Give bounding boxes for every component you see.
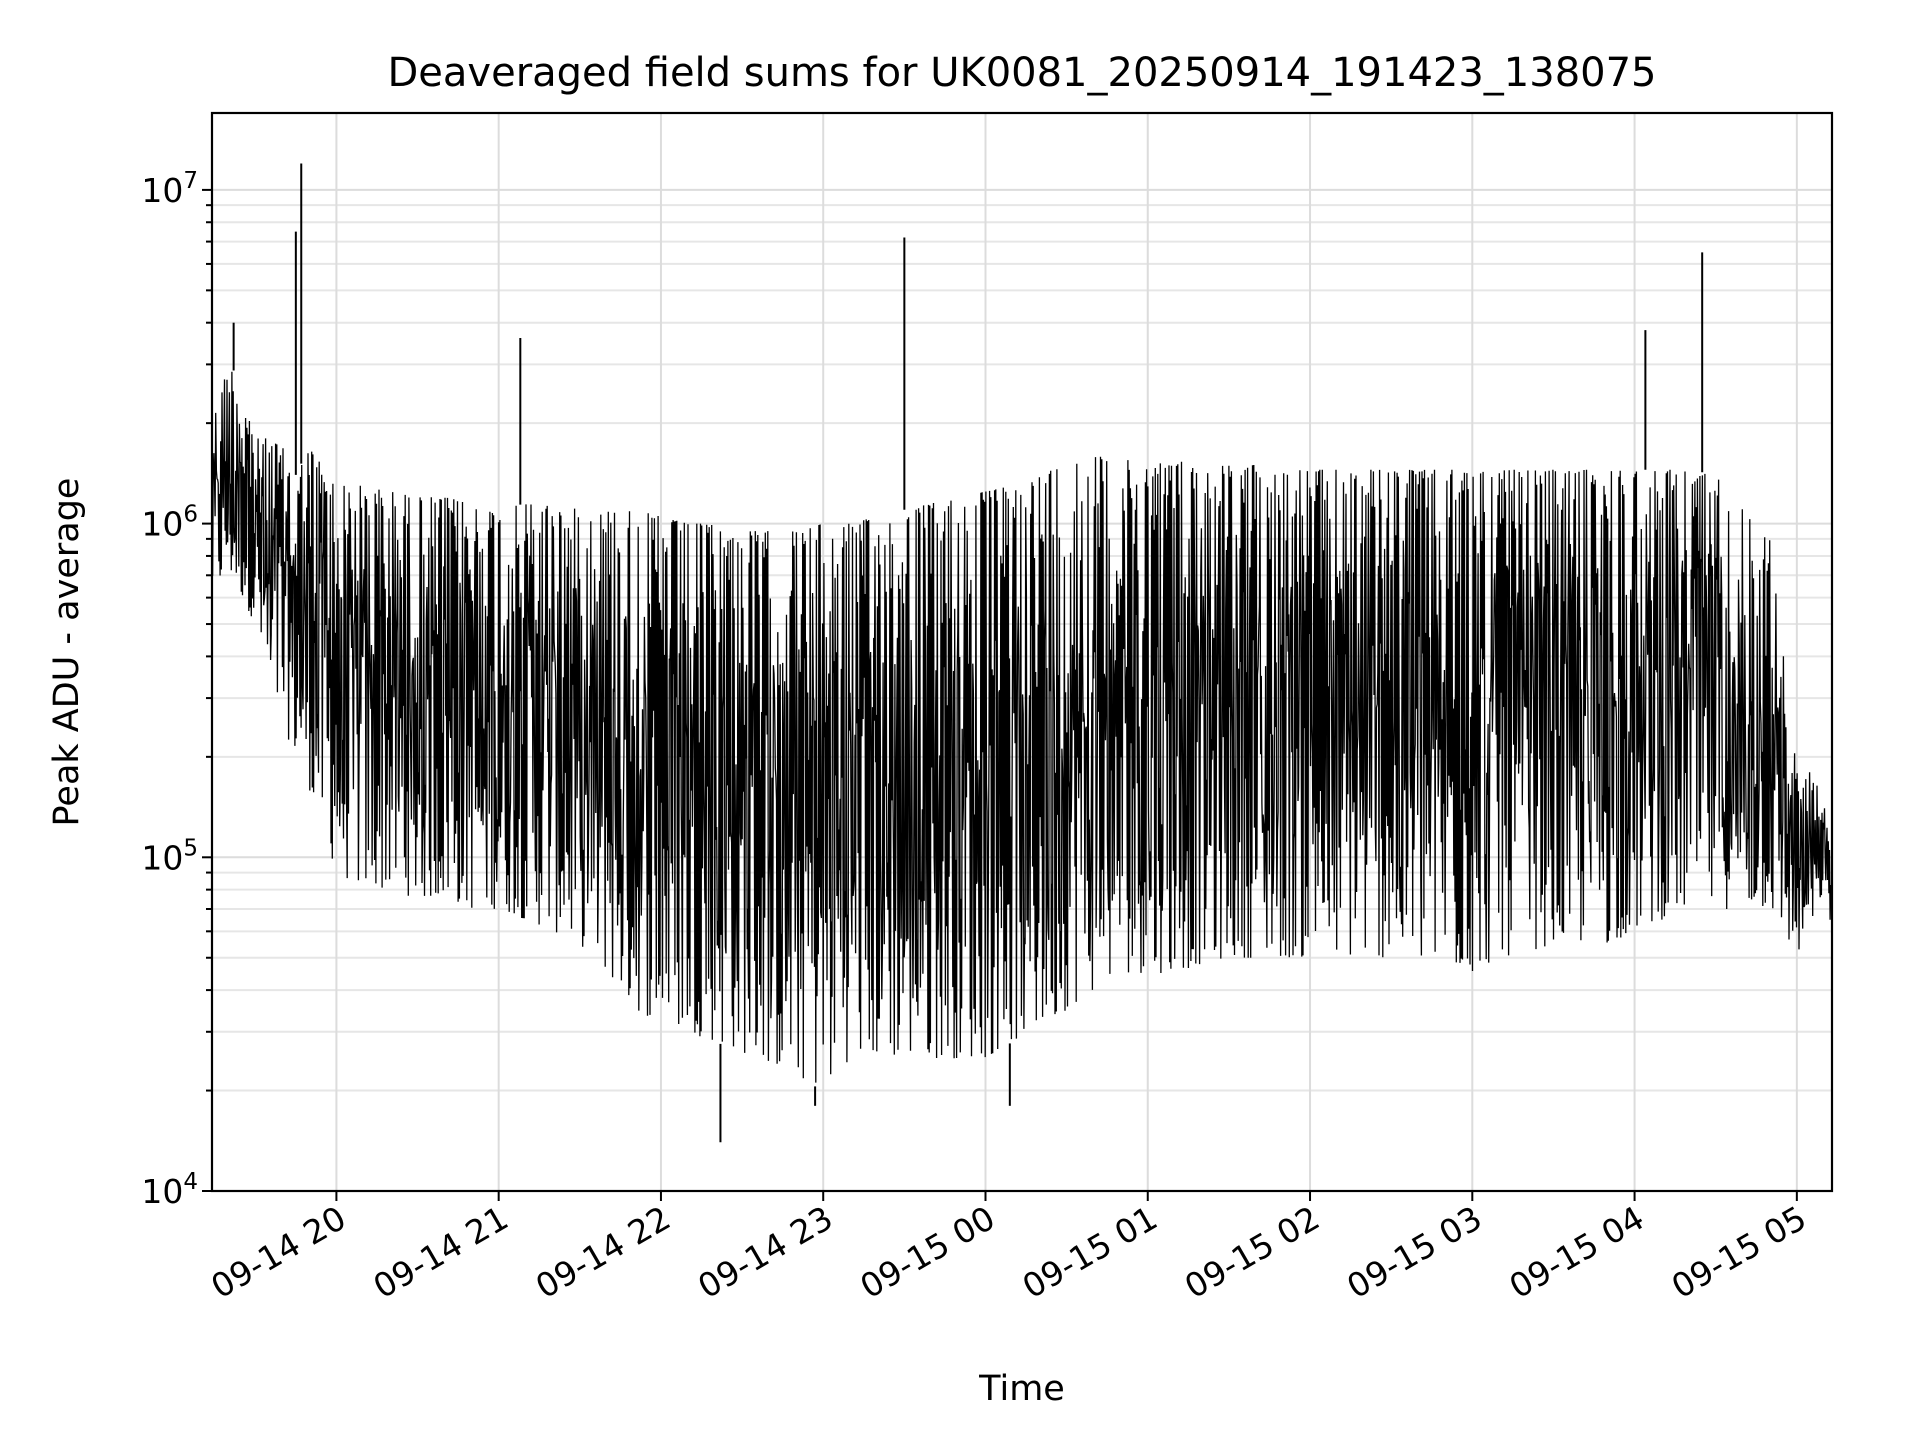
series-line — [211, 371, 1833, 1083]
data-series — [211, 163, 1833, 1143]
plot-frame — [210, 111, 1834, 1193]
x-tick-label: 09-15 02 — [1178, 1198, 1326, 1306]
chart-title: Deaveraged field sums for UK0081_2025091… — [387, 50, 1656, 96]
y-axis-label: Peak ADU - average — [47, 478, 87, 827]
x-axis: 09-14 20 09-14 21 09-14 22 09-14 23 09-15 00… — [204, 1191, 1813, 1306]
x-tick-label: 09-14 23 — [691, 1198, 839, 1306]
y-tick-label: 106 — [141, 502, 198, 544]
x-tick-label: 09-14 21 — [367, 1198, 515, 1306]
y-tick-label: 107 — [141, 168, 198, 210]
y-axis: 104 105 106 107 — [141, 168, 212, 1211]
x-tick-label: 09-15 03 — [1340, 1198, 1488, 1306]
x-tick-label: 09-15 00 — [853, 1198, 1001, 1306]
x-tick-label: 09-14 22 — [529, 1198, 677, 1306]
y-tick-label: 104 — [141, 1169, 198, 1211]
x-tick-label: 09-15 04 — [1503, 1198, 1651, 1306]
x-tick-label: 09-15 01 — [1016, 1198, 1164, 1306]
x-tick-label: 09-14 20 — [204, 1198, 352, 1306]
x-axis-label: Time — [978, 1369, 1065, 1409]
x-tick-label: 09-15 05 — [1665, 1198, 1813, 1306]
y-tick-label: 105 — [141, 835, 198, 877]
